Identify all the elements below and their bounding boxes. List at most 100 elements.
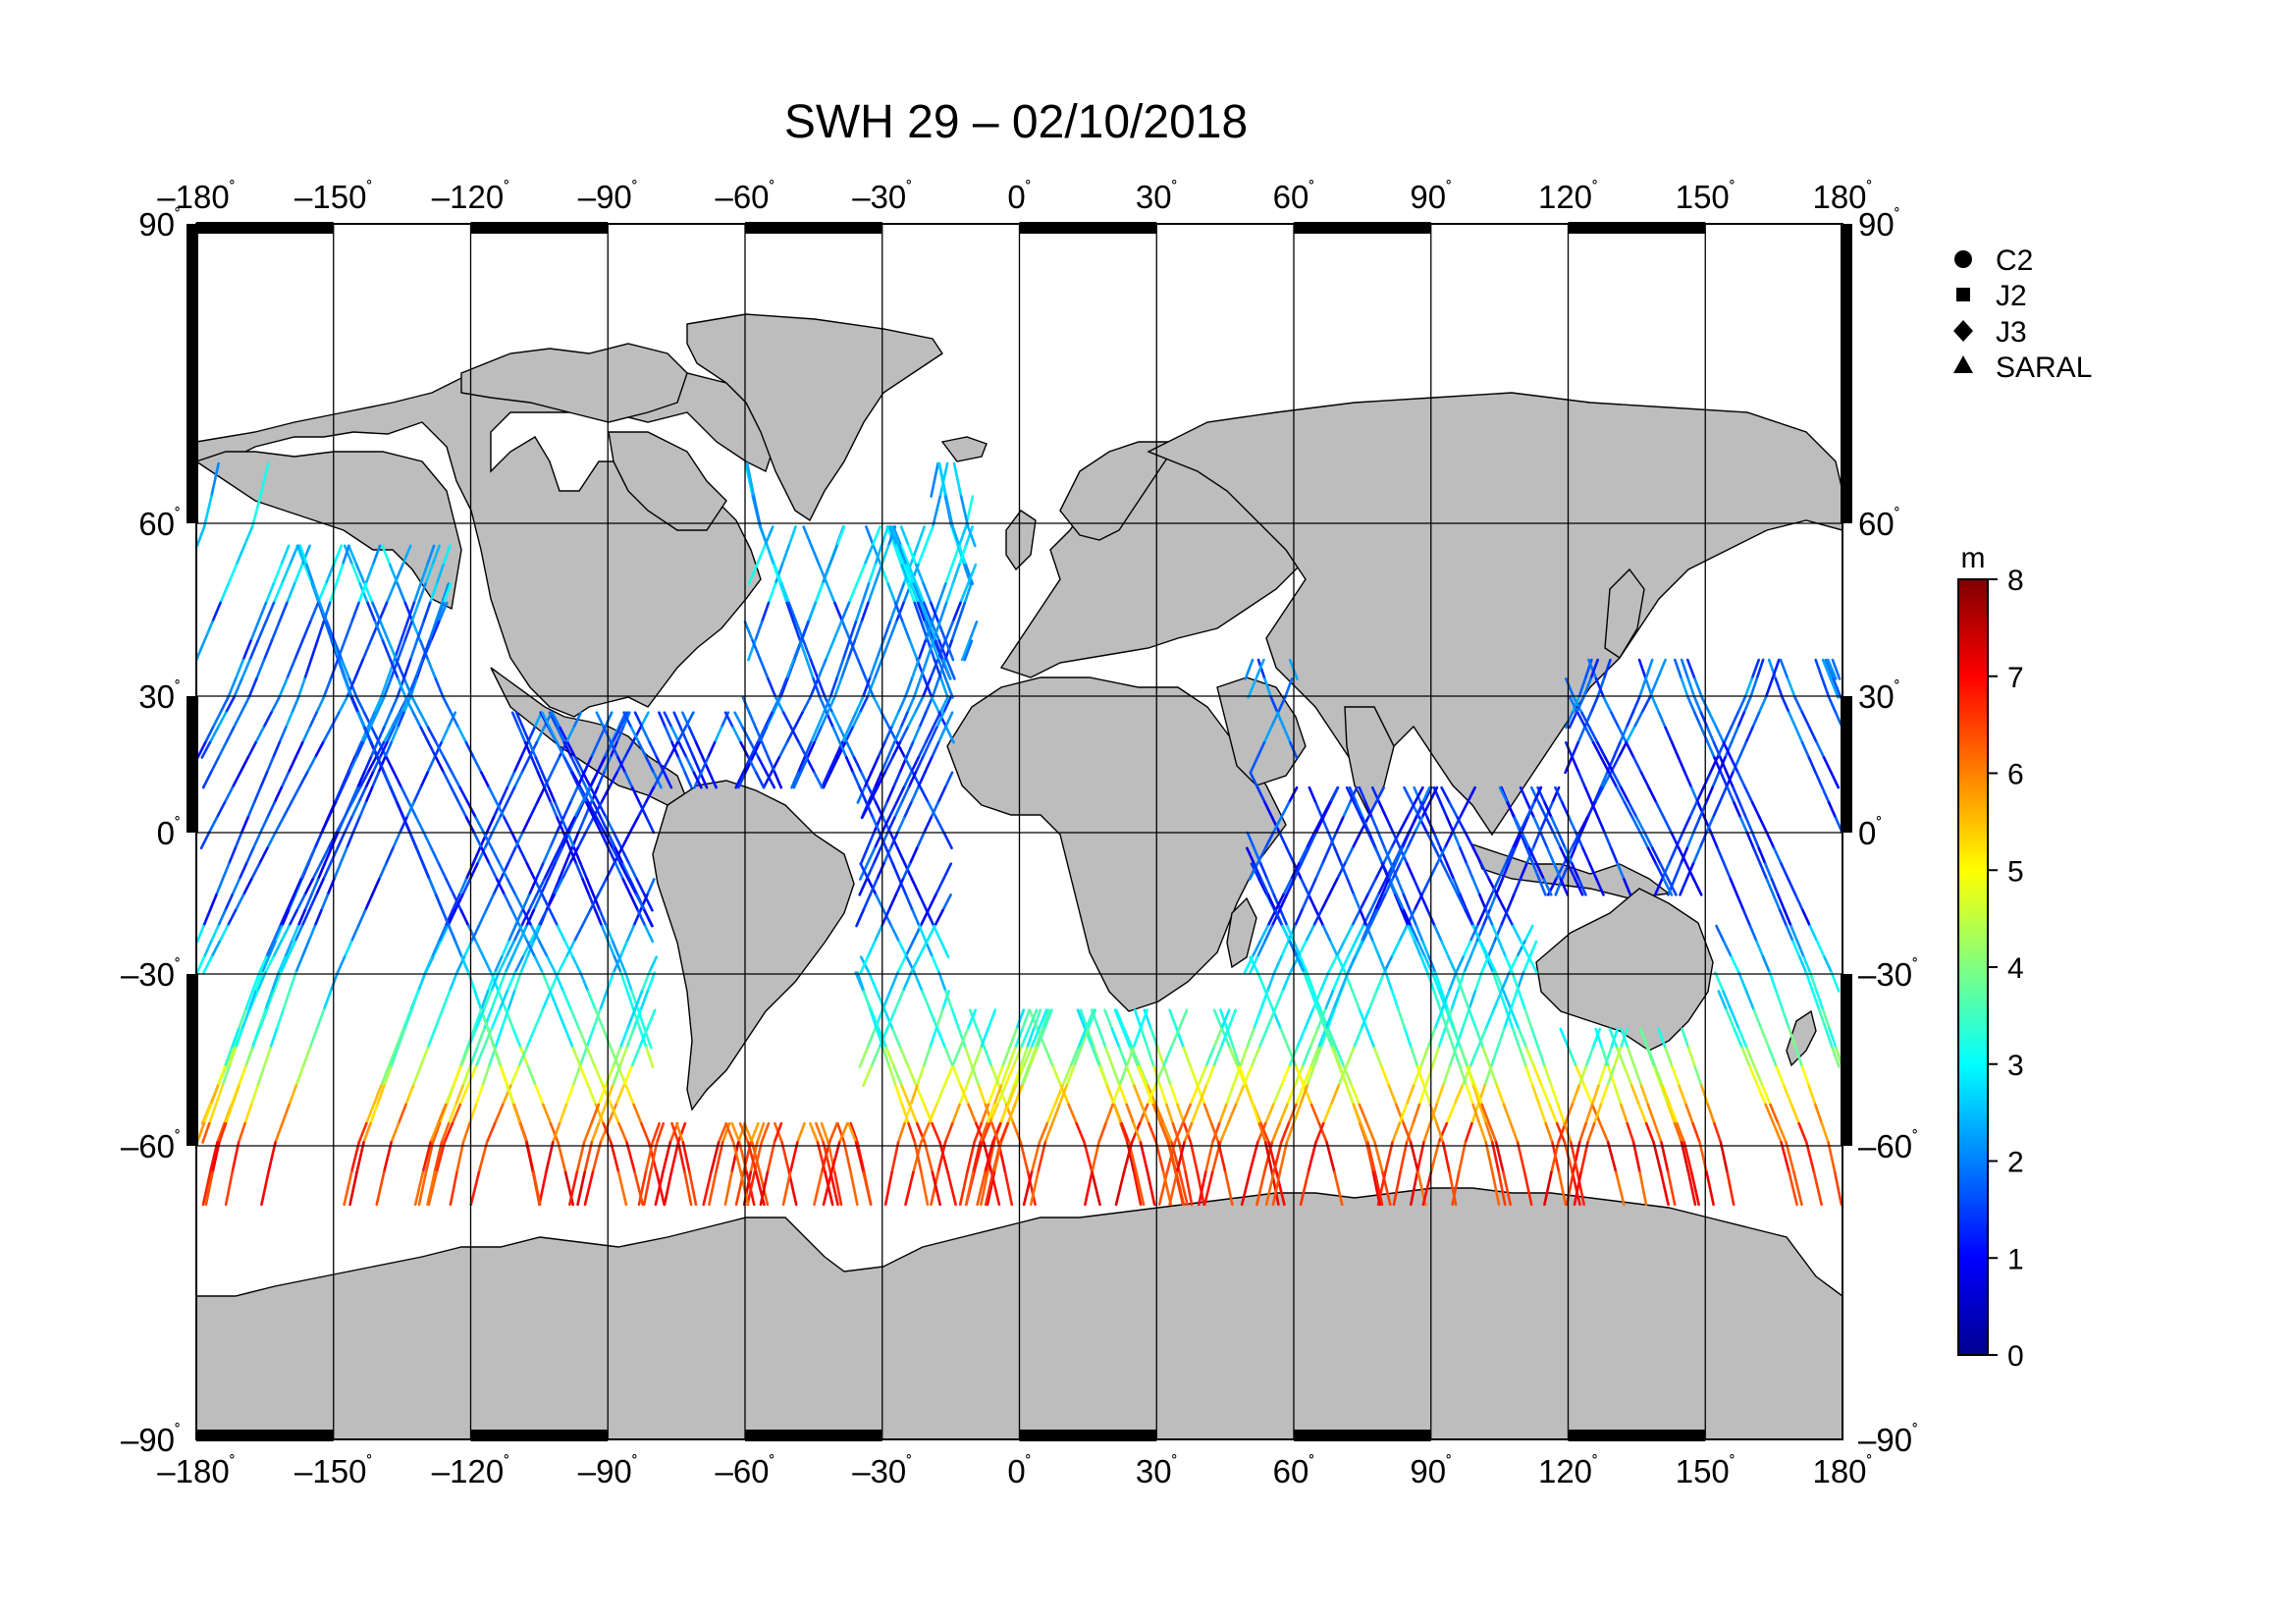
track-segment (1390, 990, 1400, 1012)
track-segment (305, 563, 315, 585)
track-segment (1680, 1141, 1690, 1174)
track-segment (585, 878, 595, 896)
track-segment (1419, 1046, 1429, 1068)
track-segment (384, 846, 395, 865)
track-segment (514, 711, 525, 730)
track-segment (1309, 1046, 1320, 1068)
track-segment (1571, 862, 1580, 881)
track-segment (1396, 878, 1406, 896)
track-segment (872, 846, 882, 865)
track-segment (373, 621, 385, 642)
track-segment (1407, 924, 1416, 944)
track-segment (548, 726, 559, 744)
track-segment (506, 785, 516, 804)
track-segment (991, 1141, 1002, 1174)
track-segment (1815, 990, 1825, 1012)
track-segment (854, 696, 865, 714)
track-segment (211, 1141, 221, 1174)
lat-tick-label-left: –90˚ (121, 1422, 181, 1458)
track-segment (434, 740, 446, 759)
track-segment (1576, 726, 1586, 744)
track-segment (915, 1084, 926, 1107)
track-segment (1527, 955, 1538, 974)
track-segment (921, 990, 932, 1012)
track-segment (332, 862, 343, 881)
track-segment (618, 711, 629, 730)
track-segment (1764, 677, 1774, 699)
track-segment (846, 639, 857, 662)
swh-satellite-tracks (196, 461, 1842, 1207)
track-segment (893, 990, 905, 1012)
lon-tick-label-bottom: –150˚ (294, 1453, 372, 1489)
track-segment (958, 544, 968, 567)
track-segment (467, 924, 478, 944)
track-segment (1290, 862, 1301, 881)
track-segment (860, 771, 871, 789)
track-segment (395, 1027, 405, 1050)
track-segment (1552, 831, 1563, 850)
track-segment (886, 740, 896, 759)
track-segment (256, 601, 268, 623)
track-segment (1651, 846, 1662, 865)
track-segment (383, 740, 393, 759)
track-segment (506, 971, 517, 993)
track-segment (1279, 940, 1290, 959)
track-segment (1532, 785, 1543, 804)
track-segment (431, 1121, 442, 1144)
track-segment (1415, 924, 1424, 944)
greenland-land (686, 313, 943, 522)
track-segment (1691, 816, 1701, 835)
track-segment (341, 771, 351, 789)
track-segment (1287, 785, 1299, 804)
track-segment (942, 1065, 954, 1088)
track-segment (422, 831, 433, 850)
track-segment (549, 1121, 560, 1144)
track-segment (517, 846, 529, 865)
track-segment (1334, 816, 1345, 835)
track-segment (235, 544, 246, 567)
track-segment (400, 621, 409, 642)
track-segment (1557, 831, 1567, 850)
track-segment (1311, 908, 1323, 928)
track-segment (1000, 1046, 1011, 1068)
track-segment (278, 726, 288, 744)
track-segment (376, 1084, 386, 1107)
track-segment (430, 940, 441, 959)
track-segment (1371, 1170, 1381, 1207)
track-segment (338, 658, 347, 680)
track-segment (645, 756, 656, 775)
track-segment (1295, 1027, 1307, 1050)
track-segment (210, 461, 220, 498)
track-segment (822, 696, 832, 714)
track-segment (632, 1103, 643, 1125)
track-segment (1586, 1121, 1596, 1144)
track-segment (380, 1065, 391, 1088)
track-segment (388, 563, 400, 585)
track-segment (1814, 1103, 1824, 1125)
track-segment (1577, 1121, 1587, 1144)
track-segment (1590, 801, 1600, 820)
track-segment (362, 756, 373, 775)
track-segment (1670, 740, 1681, 759)
track-segment (1518, 1046, 1527, 1068)
track-segment (208, 726, 220, 744)
track-segment (1437, 990, 1448, 1012)
track-segment (519, 955, 529, 974)
track-segment (917, 639, 927, 662)
track-segment (397, 1027, 406, 1050)
track-segment (1574, 831, 1583, 850)
track-segment (1285, 1121, 1296, 1144)
track-segment (1209, 1121, 1220, 1144)
track-segment (848, 639, 860, 662)
track-segment (1478, 1103, 1488, 1125)
track-segment (1591, 740, 1603, 759)
track-segment (1433, 924, 1443, 944)
track-segment (842, 1141, 852, 1174)
track-segment (1705, 1170, 1715, 1207)
track-segment (1693, 711, 1703, 730)
lat-tick-label-left: –30˚ (121, 956, 181, 993)
track-segment (831, 621, 843, 642)
track-segment (902, 801, 913, 820)
track-segment (279, 908, 289, 928)
track-segment (818, 563, 828, 585)
